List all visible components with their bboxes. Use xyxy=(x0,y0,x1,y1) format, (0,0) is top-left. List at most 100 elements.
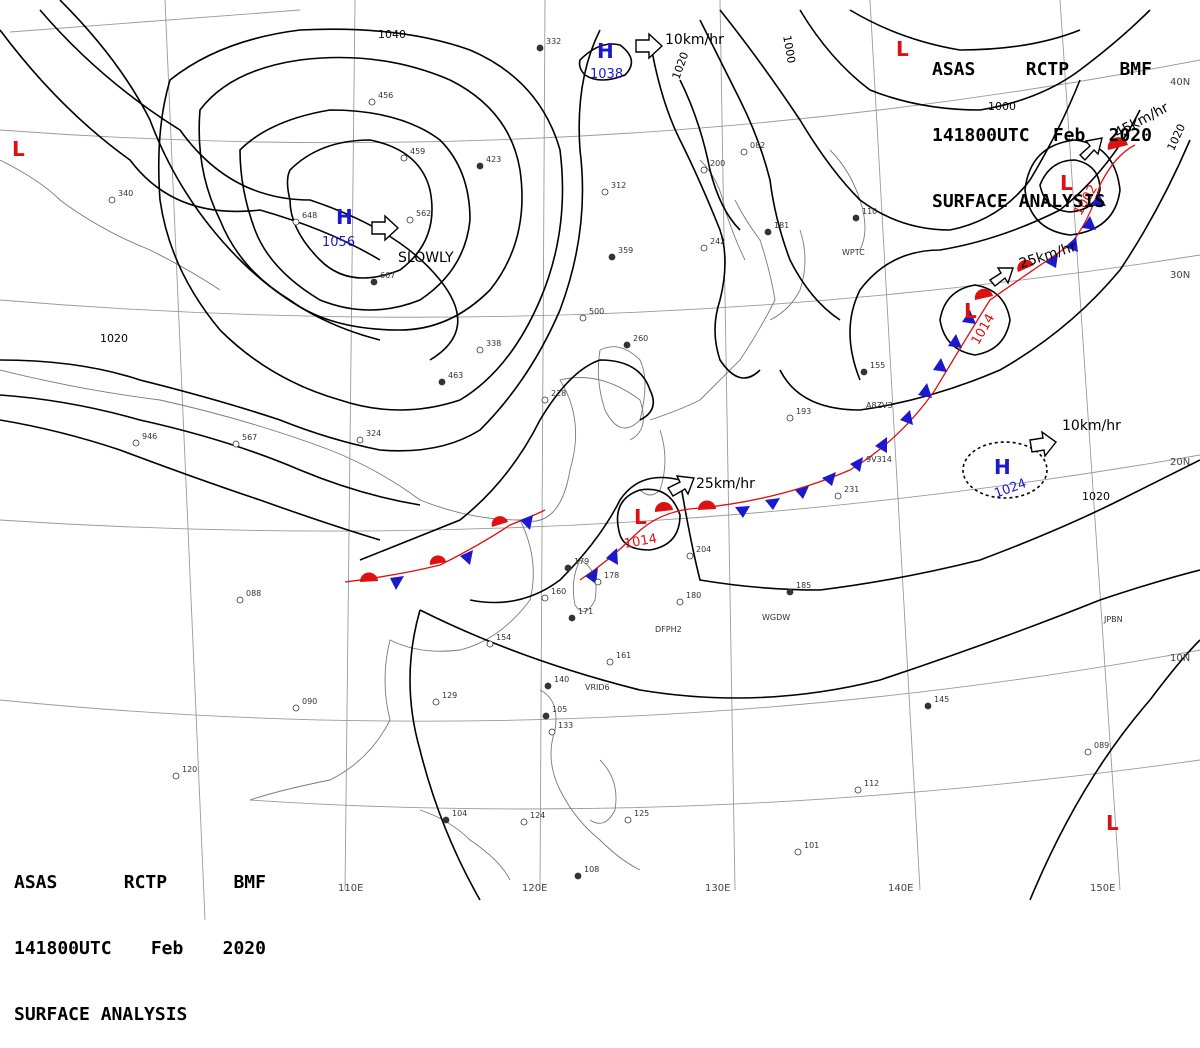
fronts xyxy=(344,137,1136,590)
station-marker xyxy=(370,278,378,286)
station-pressure-value: 456 xyxy=(378,91,393,100)
station-marker xyxy=(476,162,484,170)
header-time: 141800UTC xyxy=(14,938,112,959)
header-time: 141800UTC xyxy=(932,125,1030,146)
station-marker xyxy=(486,640,494,648)
longitude-label: 130E xyxy=(705,883,730,894)
station-pressure-value: 101 xyxy=(804,841,819,850)
station-pressure-value: 204 xyxy=(696,545,711,554)
station-pressure-value: 171 xyxy=(578,607,593,616)
header-title: SURFACE ANALYSIS xyxy=(932,191,1106,212)
isobar-label: 1020 xyxy=(1165,122,1189,153)
station-marker xyxy=(624,816,632,824)
station-marker xyxy=(438,378,446,386)
station-marker xyxy=(406,216,414,224)
motion-label: SLOWLY xyxy=(398,250,454,266)
header-code: ASAS xyxy=(932,59,976,80)
station-pressure-value: 108 xyxy=(584,865,599,874)
graticule-labels: 40N 30N 20N 10N 110E 120E 130E 140E 150E xyxy=(338,77,1190,894)
station-pressure-value: 242 xyxy=(710,237,725,246)
station-pressure-value: 155 xyxy=(870,361,885,370)
station-pressure-value: 228 xyxy=(551,389,566,398)
latitude-label: 30N xyxy=(1170,270,1190,281)
station-marker xyxy=(400,154,408,162)
station-marker xyxy=(854,786,862,794)
station-marker xyxy=(606,658,614,666)
longitude-label: 120E xyxy=(522,883,547,894)
station-marker xyxy=(132,439,140,447)
station-marker xyxy=(232,440,240,448)
header-time: Feb xyxy=(150,938,184,959)
low-center-letter: L xyxy=(1106,811,1119,835)
station-marker xyxy=(852,214,860,222)
longitude-label: 140E xyxy=(888,883,913,894)
front-line-central xyxy=(579,144,1136,581)
motion-arrow-icon xyxy=(371,214,400,242)
station-pressure-value: 332 xyxy=(546,37,561,46)
station-marker xyxy=(686,552,694,560)
isobar-label: 1020 xyxy=(670,50,692,81)
high-center-value: 1038 xyxy=(590,67,623,82)
map-header-bottom: ASAS RCTP BMF 141800UTC Feb 2020 SURFACE ANA… xyxy=(14,828,266,1048)
station-pressure-value: 946 xyxy=(142,432,157,441)
station-marker xyxy=(172,772,180,780)
station-pressure-value: 338 xyxy=(486,339,501,348)
station-marker xyxy=(568,614,576,622)
station-pressure-value: 140 xyxy=(554,675,569,684)
station-marker xyxy=(564,564,572,572)
station-marker xyxy=(574,872,582,880)
station-marker xyxy=(1084,748,1092,756)
station-pressure-value: 179 xyxy=(574,557,589,566)
station-pressure-value: 423 xyxy=(486,155,501,164)
station-pressure-value: 231 xyxy=(844,485,859,494)
station-marker xyxy=(786,414,794,422)
station-marker xyxy=(541,594,549,602)
station-marker xyxy=(292,704,300,712)
station-pressure-value: 562 xyxy=(416,209,431,218)
station-marker xyxy=(520,818,528,826)
motion-label: 10km/hr xyxy=(1062,418,1121,434)
header-title: SURFACE ANALYSIS xyxy=(14,1004,188,1025)
ship-id: A8ZV3 xyxy=(866,401,893,410)
station-marker xyxy=(368,98,376,106)
station-pressure-value: 088 xyxy=(246,589,261,598)
station-pressure-value: 181 xyxy=(774,221,789,230)
station-marker xyxy=(608,253,616,261)
station-marker xyxy=(924,702,932,710)
station-pressure-value: 154 xyxy=(496,633,511,642)
isobar-label: 1000 xyxy=(780,34,798,64)
station-marker xyxy=(236,596,244,604)
station-pressure-value: 110 xyxy=(862,207,877,216)
motion-label: 25km/hr xyxy=(1017,239,1078,272)
low-center-letter: L xyxy=(634,505,647,529)
low-center-letter: L xyxy=(964,299,977,323)
station-marker xyxy=(536,44,544,52)
motion-label: 25km/hr xyxy=(696,476,755,492)
front-line-west xyxy=(344,509,546,583)
station-pressure-value: 105 xyxy=(552,705,567,714)
station-marker xyxy=(292,218,300,226)
station-marker xyxy=(740,148,748,156)
longitude-label: 150E xyxy=(1090,883,1115,894)
station-pressure-value: 324 xyxy=(366,429,381,438)
isobar-label: 1000 xyxy=(988,100,1016,113)
station-marker xyxy=(432,698,440,706)
station-marker xyxy=(108,196,116,204)
header-code: BMF xyxy=(233,872,266,893)
high-center-letter: H xyxy=(336,205,353,229)
station-pressure-value: 500 xyxy=(589,307,604,316)
station-plots: 332 456 459 423 562 648 667 340 312 359 500 338 463 3… xyxy=(108,37,1109,880)
station-pressure-value: 463 xyxy=(448,371,463,380)
station-marker xyxy=(548,728,556,736)
ship-id: WGDW xyxy=(762,613,790,622)
station-marker xyxy=(542,712,550,720)
station-pressure-value: 090 xyxy=(302,697,317,706)
ship-id: DFPH2 xyxy=(655,625,682,634)
header-code: ASAS xyxy=(14,872,58,893)
latitude-label: 20N xyxy=(1170,457,1190,468)
station-pressure-value: 648 xyxy=(302,211,317,220)
high-center-letter: H xyxy=(994,455,1011,479)
station-pressure-value: 082 xyxy=(750,141,765,150)
station-pressure-value: 104 xyxy=(452,809,467,818)
map-header-top: ASAS RCTP BMF 141800UTC Feb 2020 SURFACE ANA… xyxy=(932,15,1152,235)
